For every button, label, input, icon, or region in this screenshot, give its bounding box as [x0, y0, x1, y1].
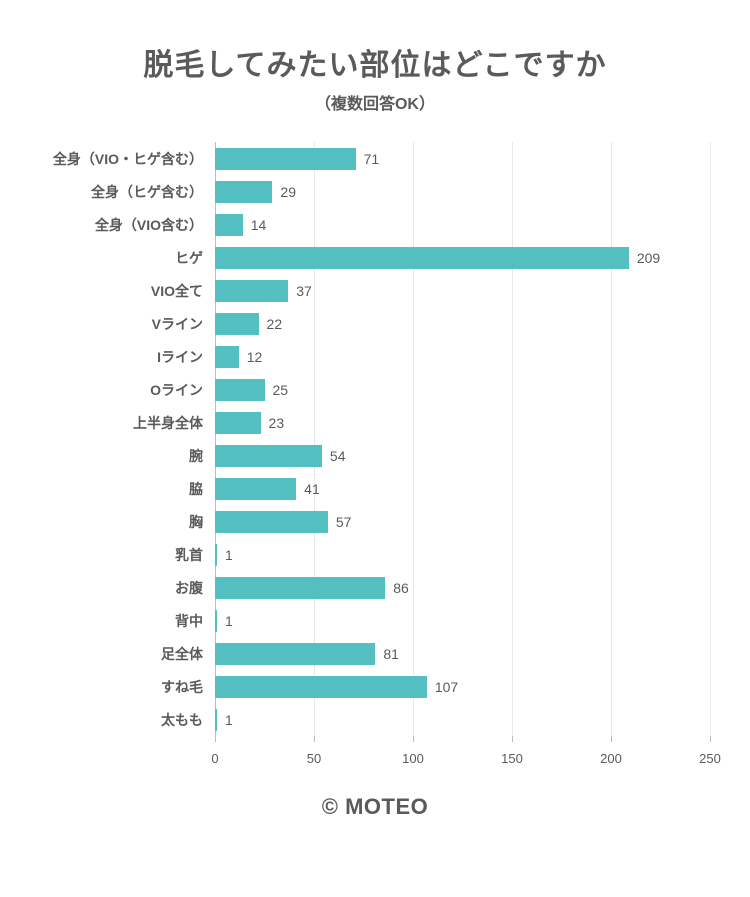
x-tick-mark: [215, 736, 216, 742]
bar-label: 足全体: [161, 644, 215, 664]
bar-row: 太もも1: [215, 709, 233, 731]
bar: [215, 346, 239, 368]
x-tick-label: 100: [402, 751, 424, 766]
bar-label: Oライン: [150, 380, 215, 400]
bar: [215, 478, 296, 500]
grid-line: [710, 142, 711, 742]
bar-label: 太もも: [161, 710, 215, 730]
bar: [215, 676, 427, 698]
bar-value: 25: [273, 382, 289, 398]
bar-row: お腹86: [215, 577, 409, 599]
bar-label: お腹: [175, 578, 215, 598]
bar: [215, 709, 217, 731]
x-tick-label: 0: [211, 751, 218, 766]
bar-row: ヒゲ209: [215, 247, 660, 269]
bar-row: 背中1: [215, 610, 233, 632]
x-tick-mark: [611, 736, 612, 742]
grid-line: [512, 142, 513, 742]
bar-value: 57: [336, 514, 352, 530]
bar-value: 1: [225, 712, 233, 728]
bar-row: 胸57: [215, 511, 351, 533]
bar: [215, 379, 265, 401]
x-tick-mark: [314, 736, 315, 742]
bar: [215, 280, 288, 302]
bar-value: 209: [637, 250, 660, 266]
bar-row: 足全体81: [215, 643, 399, 665]
bar-row: すね毛107: [215, 676, 458, 698]
bar-row: Vライン22: [215, 313, 282, 335]
x-tick-label: 50: [307, 751, 321, 766]
bar-row: 腕54: [215, 445, 345, 467]
bar-label: Vライン: [152, 314, 215, 334]
bar: [215, 544, 217, 566]
x-tick-label: 150: [501, 751, 523, 766]
bar-value: 29: [280, 184, 296, 200]
grid-line: [413, 142, 414, 742]
bar-label: ヒゲ: [175, 248, 215, 268]
x-tick-mark: [413, 736, 414, 742]
bar-label: 全身（VIO・ヒゲ含む）: [53, 149, 215, 169]
chart-subtitle: （複数回答OK）: [40, 90, 710, 114]
bar-value: 1: [225, 547, 233, 563]
chart-area: 050100150200250全身（VIO・ヒゲ含む）71全身（ヒゲ含む）29全…: [215, 142, 670, 772]
bar-label: すね毛: [161, 677, 215, 697]
bar: [215, 214, 243, 236]
bar-value: 14: [251, 217, 267, 233]
bar-label: 乳首: [175, 545, 215, 565]
bar-row: 上半身全体23: [215, 412, 284, 434]
bar-value: 107: [435, 679, 458, 695]
bar-row: Iライン12: [215, 346, 262, 368]
chart-title: 脱毛してみたい部位はどこですか: [40, 40, 710, 84]
x-tick-label: 250: [699, 751, 721, 766]
bar-value: 71: [364, 151, 380, 167]
bar-row: 乳首1: [215, 544, 233, 566]
x-tick-mark: [512, 736, 513, 742]
bar-label: 上半身全体: [133, 413, 215, 433]
bar-value: 41: [304, 481, 320, 497]
bar: [215, 412, 261, 434]
bar-row: 全身（VIO・ヒゲ含む）71: [215, 148, 379, 170]
bar: [215, 181, 272, 203]
bar-value: 86: [393, 580, 409, 596]
bar: [215, 643, 375, 665]
bar-row: Oライン25: [215, 379, 288, 401]
bar-row: 脇41: [215, 478, 320, 500]
x-tick-label: 200: [600, 751, 622, 766]
bar-value: 22: [267, 316, 283, 332]
footer-credit: © MOTEO: [40, 794, 710, 820]
grid-line: [611, 142, 612, 742]
bar-row: 全身（VIO含む）14: [215, 214, 266, 236]
bar-row: 全身（ヒゲ含む）29: [215, 181, 296, 203]
bar-label: Iライン: [157, 347, 215, 367]
bar-label: 脇: [189, 479, 215, 499]
bar: [215, 445, 322, 467]
bar-row: VIO全て37: [215, 280, 312, 302]
bar-value: 81: [383, 646, 399, 662]
bar-value: 54: [330, 448, 346, 464]
bar: [215, 577, 385, 599]
x-tick-mark: [710, 736, 711, 742]
bar-value: 23: [269, 415, 285, 431]
bar: [215, 610, 217, 632]
bar: [215, 247, 629, 269]
bar: [215, 148, 356, 170]
bar-label: 全身（ヒゲ含む）: [91, 182, 215, 202]
bar-label: 腕: [189, 446, 215, 466]
bar-value: 12: [247, 349, 263, 365]
bar-label: VIO全て: [151, 281, 215, 301]
bar-label: 背中: [175, 611, 215, 631]
bar-label: 胸: [189, 512, 215, 532]
bar-label: 全身（VIO含む）: [95, 215, 215, 235]
bar-value: 37: [296, 283, 312, 299]
bar: [215, 511, 328, 533]
bar-value: 1: [225, 613, 233, 629]
bar: [215, 313, 259, 335]
